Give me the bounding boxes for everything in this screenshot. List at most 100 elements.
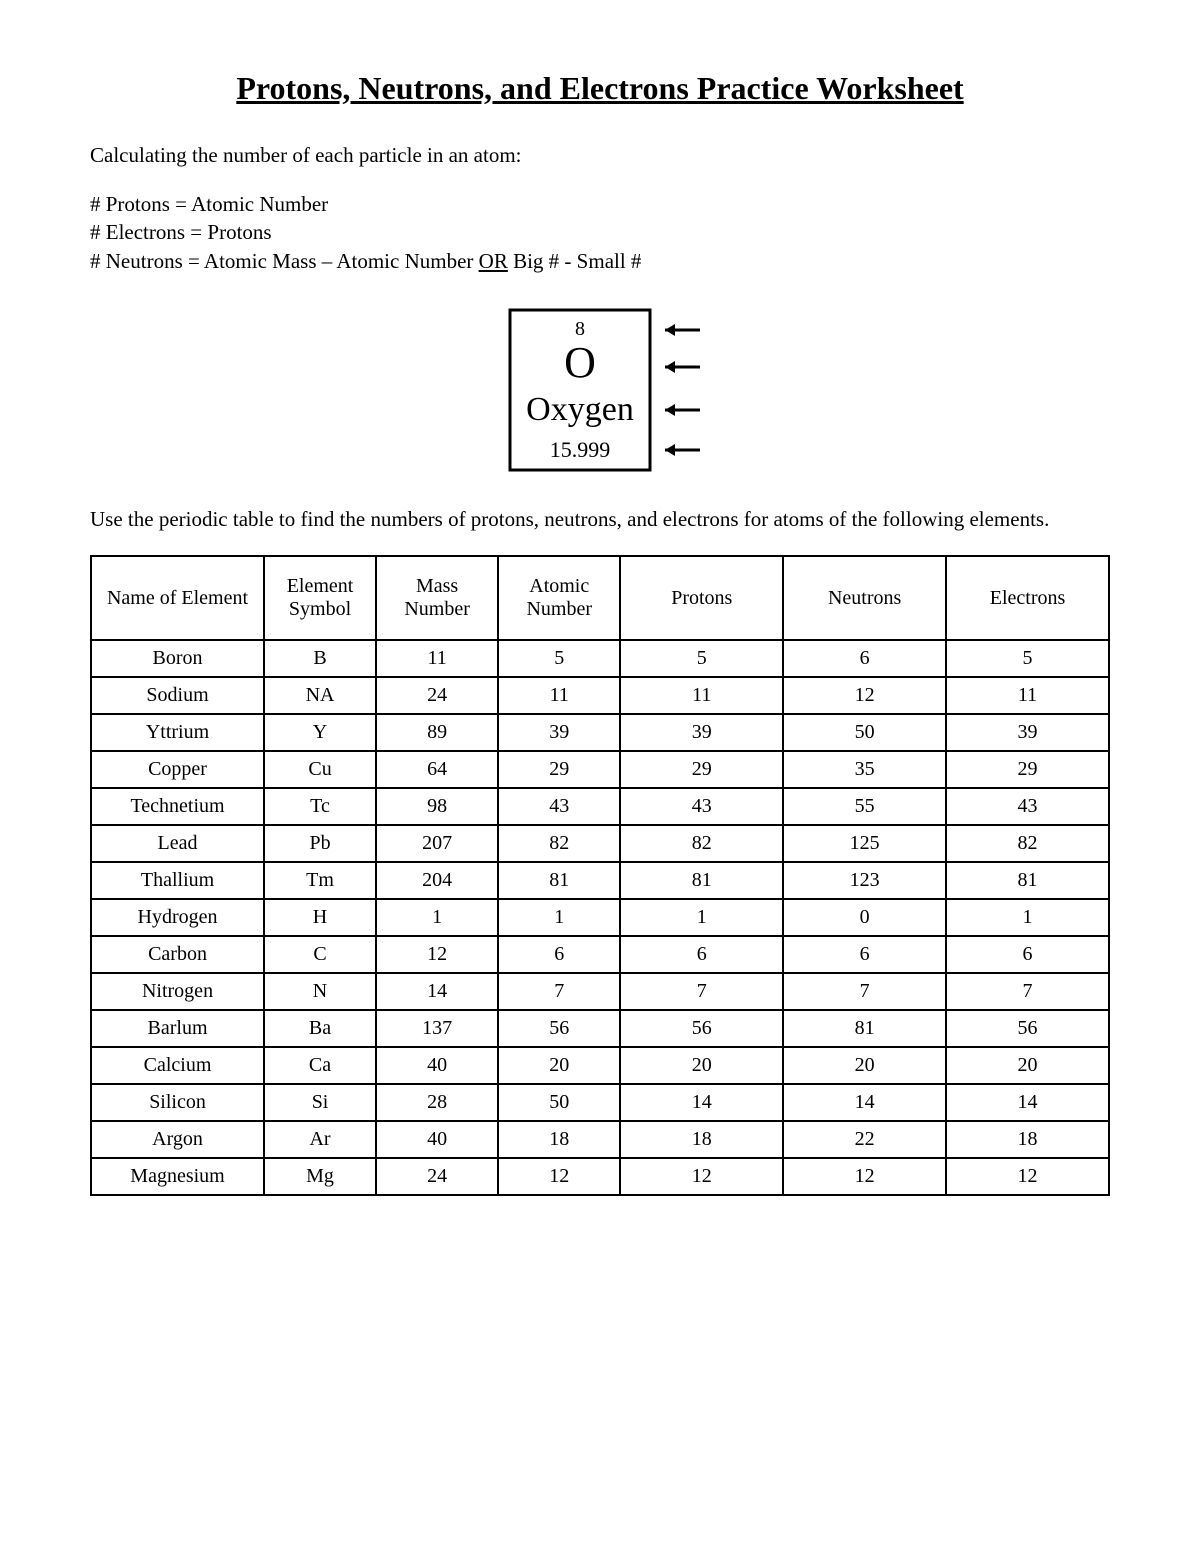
- table-cell: 11: [946, 677, 1109, 714]
- table-cell: 7: [946, 973, 1109, 1010]
- rule-neutrons-post: Big # - Small #: [508, 249, 642, 273]
- table-row: ArgonAr4018182218: [91, 1121, 1109, 1158]
- table-cell: 20: [783, 1047, 946, 1084]
- table-cell: 35: [783, 751, 946, 788]
- table-cell: 7: [498, 973, 620, 1010]
- table-cell: 11: [376, 640, 498, 677]
- table-cell: Barlum: [91, 1010, 264, 1047]
- table-cell: Tc: [264, 788, 376, 825]
- box-name: Oxygen: [526, 391, 634, 428]
- col-header: Name of Element: [91, 556, 264, 640]
- col-header: Neutrons: [783, 556, 946, 640]
- table-cell: 22: [783, 1121, 946, 1158]
- table-cell: 204: [376, 862, 498, 899]
- arrow-icon: [665, 404, 700, 416]
- table-cell: 24: [376, 1158, 498, 1195]
- table-cell: 39: [946, 714, 1109, 751]
- table-cell: 14: [783, 1084, 946, 1121]
- table-cell: 207: [376, 825, 498, 862]
- table-cell: 81: [946, 862, 1109, 899]
- table-body: BoronB115565SodiumNA2411111211YttriumY89…: [91, 640, 1109, 1195]
- table-cell: 81: [783, 1010, 946, 1047]
- table-cell: B: [264, 640, 376, 677]
- table-cell: 20: [946, 1047, 1109, 1084]
- table-cell: N: [264, 973, 376, 1010]
- table-cell: Y: [264, 714, 376, 751]
- table-cell: 39: [498, 714, 620, 751]
- table-cell: 14: [946, 1084, 1109, 1121]
- table-row: CalciumCa4020202020: [91, 1047, 1109, 1084]
- table-cell: 12: [620, 1158, 783, 1195]
- table-cell: 14: [376, 973, 498, 1010]
- table-cell: 5: [946, 640, 1109, 677]
- table-cell: Nitrogen: [91, 973, 264, 1010]
- table-cell: 20: [498, 1047, 620, 1084]
- table-cell: Copper: [91, 751, 264, 788]
- table-row: BarlumBa13756568156: [91, 1010, 1109, 1047]
- table-cell: 40: [376, 1047, 498, 1084]
- table-row: CarbonC126666: [91, 936, 1109, 973]
- table-cell: 39: [620, 714, 783, 751]
- table-cell: Carbon: [91, 936, 264, 973]
- table-cell: 1: [620, 899, 783, 936]
- table-cell: Hydrogen: [91, 899, 264, 936]
- table-cell: 6: [946, 936, 1109, 973]
- intro-text: Calculating the number of each particle …: [90, 143, 1110, 168]
- table-cell: 89: [376, 714, 498, 751]
- table-row: ThalliumTm204818112381: [91, 862, 1109, 899]
- table-cell: Lead: [91, 825, 264, 862]
- table-cell: Argon: [91, 1121, 264, 1158]
- table-cell: Si: [264, 1084, 376, 1121]
- table-cell: Pb: [264, 825, 376, 862]
- table-row: HydrogenH11101: [91, 899, 1109, 936]
- table-cell: Boron: [91, 640, 264, 677]
- table-cell: 6: [783, 936, 946, 973]
- col-header: Element Symbol: [264, 556, 376, 640]
- table-cell: 56: [498, 1010, 620, 1047]
- table-cell: 50: [498, 1084, 620, 1121]
- table-cell: 43: [498, 788, 620, 825]
- table-cell: Technetium: [91, 788, 264, 825]
- table-cell: Silicon: [91, 1084, 264, 1121]
- rule-neutrons: # Neutrons = Atomic Mass – Atomic Number…: [90, 247, 1110, 275]
- col-header: Atomic Number: [498, 556, 620, 640]
- table-cell: 82: [498, 825, 620, 862]
- table-row: SiliconSi2850141414: [91, 1084, 1109, 1121]
- table-cell: 1: [946, 899, 1109, 936]
- table-cell: 43: [620, 788, 783, 825]
- table-row: NitrogenN147777: [91, 973, 1109, 1010]
- table-cell: 82: [620, 825, 783, 862]
- table-cell: 12: [376, 936, 498, 973]
- table-cell: 7: [783, 973, 946, 1010]
- table-row: BoronB115565: [91, 640, 1109, 677]
- table-cell: H: [264, 899, 376, 936]
- table-cell: 40: [376, 1121, 498, 1158]
- element-box-diagram: 8 O Oxygen 15.999: [90, 305, 1110, 475]
- table-header-row: Name of Element Element Symbol Mass Numb…: [91, 556, 1109, 640]
- table-cell: 0: [783, 899, 946, 936]
- table-cell: Sodium: [91, 677, 264, 714]
- table-row: LeadPb207828212582: [91, 825, 1109, 862]
- instructions-text: Use the periodic table to find the numbe…: [90, 505, 1110, 533]
- table-cell: 29: [946, 751, 1109, 788]
- table-row: MagnesiumMg2412121212: [91, 1158, 1109, 1195]
- col-header: Electrons: [946, 556, 1109, 640]
- table-cell: 28: [376, 1084, 498, 1121]
- table-cell: 82: [946, 825, 1109, 862]
- table-cell: 6: [498, 936, 620, 973]
- table-cell: 18: [620, 1121, 783, 1158]
- table-cell: 5: [498, 640, 620, 677]
- table-cell: Tm: [264, 862, 376, 899]
- rule-neutrons-pre: # Neutrons = Atomic Mass – Atomic Number: [90, 249, 479, 273]
- table-cell: 18: [498, 1121, 620, 1158]
- table-cell: 55: [783, 788, 946, 825]
- page-title: Protons, Neutrons, and Electrons Practic…: [90, 70, 1110, 107]
- table-cell: 81: [498, 862, 620, 899]
- table-cell: 56: [946, 1010, 1109, 1047]
- table-cell: 6: [620, 936, 783, 973]
- table-cell: Cu: [264, 751, 376, 788]
- arrow-icon: [665, 361, 700, 373]
- table-row: YttriumY8939395039: [91, 714, 1109, 751]
- table-cell: 50: [783, 714, 946, 751]
- arrow-icon: [665, 444, 700, 456]
